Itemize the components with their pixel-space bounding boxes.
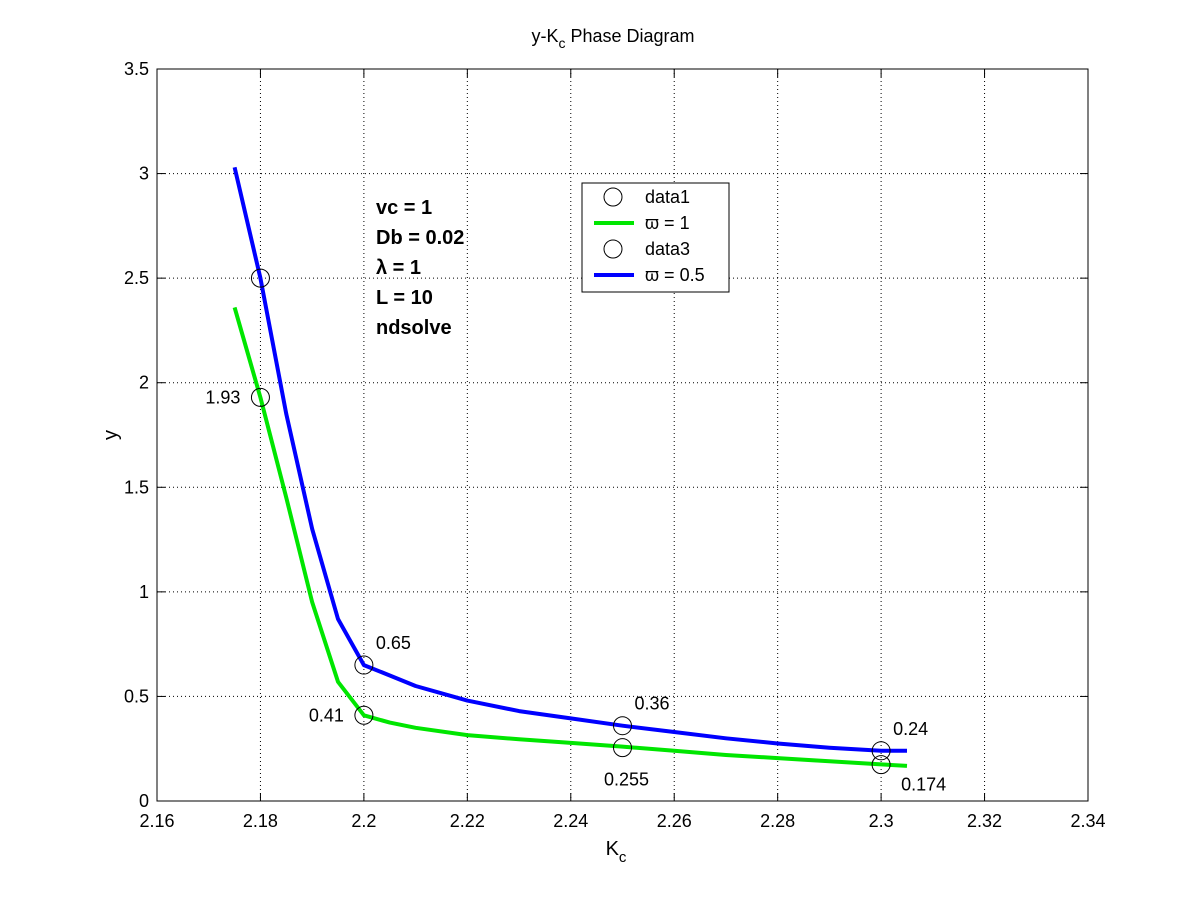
x-tick-label: 2.3 <box>869 811 894 831</box>
annotation-vc: vc = 1 <box>376 197 432 219</box>
y-tick-label: 1.5 <box>124 477 149 497</box>
y-tick-label: 2.5 <box>124 268 149 288</box>
y-axis-label: y <box>100 430 122 440</box>
marker-point-0 <box>871 755 891 775</box>
data-label: 0.65 <box>376 633 411 653</box>
y-tick-label: 0 <box>139 791 149 811</box>
plot-area-frame <box>156 68 1089 802</box>
data-label: 0.174 <box>901 775 946 795</box>
data-label: 0.36 <box>635 694 670 714</box>
data-label: 0.255 <box>604 770 649 790</box>
y-tick-label: 0.5 <box>124 686 149 706</box>
title-main: y-K <box>531 26 558 46</box>
x-tick-label: 2.16 <box>139 811 174 831</box>
annotation-method: ndsolve <box>376 317 452 339</box>
series-layer <box>232 166 908 775</box>
x-axis-label-subscript: c <box>619 849 627 866</box>
marker-point-0 <box>250 387 270 407</box>
marker-point-2 <box>354 655 374 675</box>
marker-point-0 <box>354 705 374 725</box>
title-subscript: c <box>558 35 565 51</box>
marker-point-2 <box>250 268 270 288</box>
y-tick-label: 3.5 <box>124 59 149 79</box>
legend-label-data3: data3 <box>645 239 690 259</box>
x-tick-label: 2.2 <box>351 811 376 831</box>
axes-layer: 2.16 2.18 2.2 2.22 2.24 2.26 2.28 2.3 2.32 2.34 0 0… <box>124 59 1106 831</box>
chart-title: y-Kc Phase Diagram <box>531 26 694 51</box>
annotation-db: Db = 0.02 <box>376 227 464 249</box>
x-tick-label: 2.28 <box>760 811 795 831</box>
series-line-1 <box>232 306 908 768</box>
legend-label-omega-1: ϖ = 1 <box>645 213 690 233</box>
marker-point-0 <box>613 738 632 758</box>
legend-label-omega-0-5: ϖ = 0.5 <box>645 265 705 285</box>
data-label: 0.24 <box>893 719 928 739</box>
x-tick-label: 2.32 <box>967 811 1002 831</box>
legend: data1 ϖ = 1 data3 ϖ = 0.5 <box>581 182 730 293</box>
title-rest: Phase Diagram <box>565 26 694 46</box>
x-tick-label: 2.24 <box>553 811 588 831</box>
marker-point-2 <box>613 716 632 736</box>
x-tick-label: 2.26 <box>657 811 692 831</box>
y-tick-label: 2 <box>139 373 149 393</box>
annotation-l: L = 10 <box>376 287 433 309</box>
x-axis-label: Kc <box>606 838 627 866</box>
x-axis-label-main: K <box>606 838 620 860</box>
legend-marker-data3 <box>603 239 623 259</box>
x-tick-label: 2.18 <box>243 811 278 831</box>
marker-point-2 <box>871 741 891 761</box>
legend-label-data1: data1 <box>645 187 690 207</box>
data-label: 0.41 <box>309 705 344 725</box>
parameter-annotation: vc = 1 Db = 0.02 λ = 1 L = 10 ndsolve <box>376 197 464 339</box>
y-tick-label: 1 <box>139 582 149 602</box>
annotation-lambda: λ = 1 <box>376 257 421 279</box>
legend-marker-data1 <box>603 187 623 207</box>
x-tick-label: 2.22 <box>450 811 485 831</box>
data-label-layer: 1.93 0.41 0.255 0.174 0.65 0.36 0.24 <box>205 387 946 794</box>
data-label: 1.93 <box>205 387 240 407</box>
x-tick-label: 2.34 <box>1070 811 1105 831</box>
series-line-3 <box>232 166 907 753</box>
y-tick-label: 3 <box>139 164 149 184</box>
